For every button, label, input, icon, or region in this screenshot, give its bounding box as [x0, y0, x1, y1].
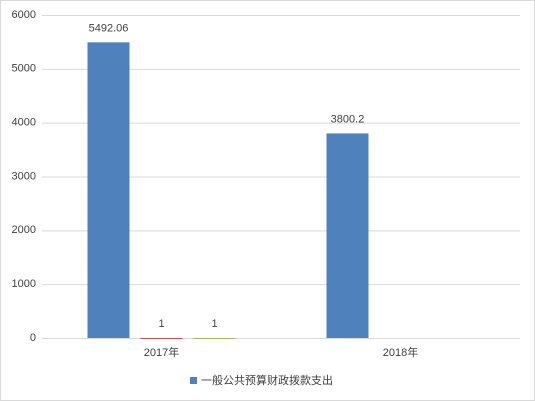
y-tick-label: 0	[30, 332, 36, 344]
y-tick-label: 4000	[12, 117, 36, 129]
y-tick-label: 3000	[12, 170, 36, 182]
bar	[326, 133, 369, 338]
x-tick-label: 2017年	[144, 345, 179, 359]
data-label: 3800.2	[331, 113, 365, 125]
x-tick-label: 2018年	[383, 345, 418, 359]
bar	[193, 337, 236, 339]
legend-label: 一般公共预算财政拨款支出	[201, 373, 333, 387]
bar	[87, 42, 130, 338]
data-label: 1	[158, 318, 164, 330]
y-tick-label: 2000	[12, 224, 36, 236]
y-tick-label: 5000	[12, 63, 36, 75]
legend-swatch	[190, 377, 197, 384]
data-label: 5492.06	[89, 22, 129, 34]
y-tick-label: 6000	[12, 9, 36, 21]
bar	[140, 337, 183, 339]
data-label: 1	[211, 318, 217, 330]
y-tick-label: 1000	[12, 278, 36, 290]
